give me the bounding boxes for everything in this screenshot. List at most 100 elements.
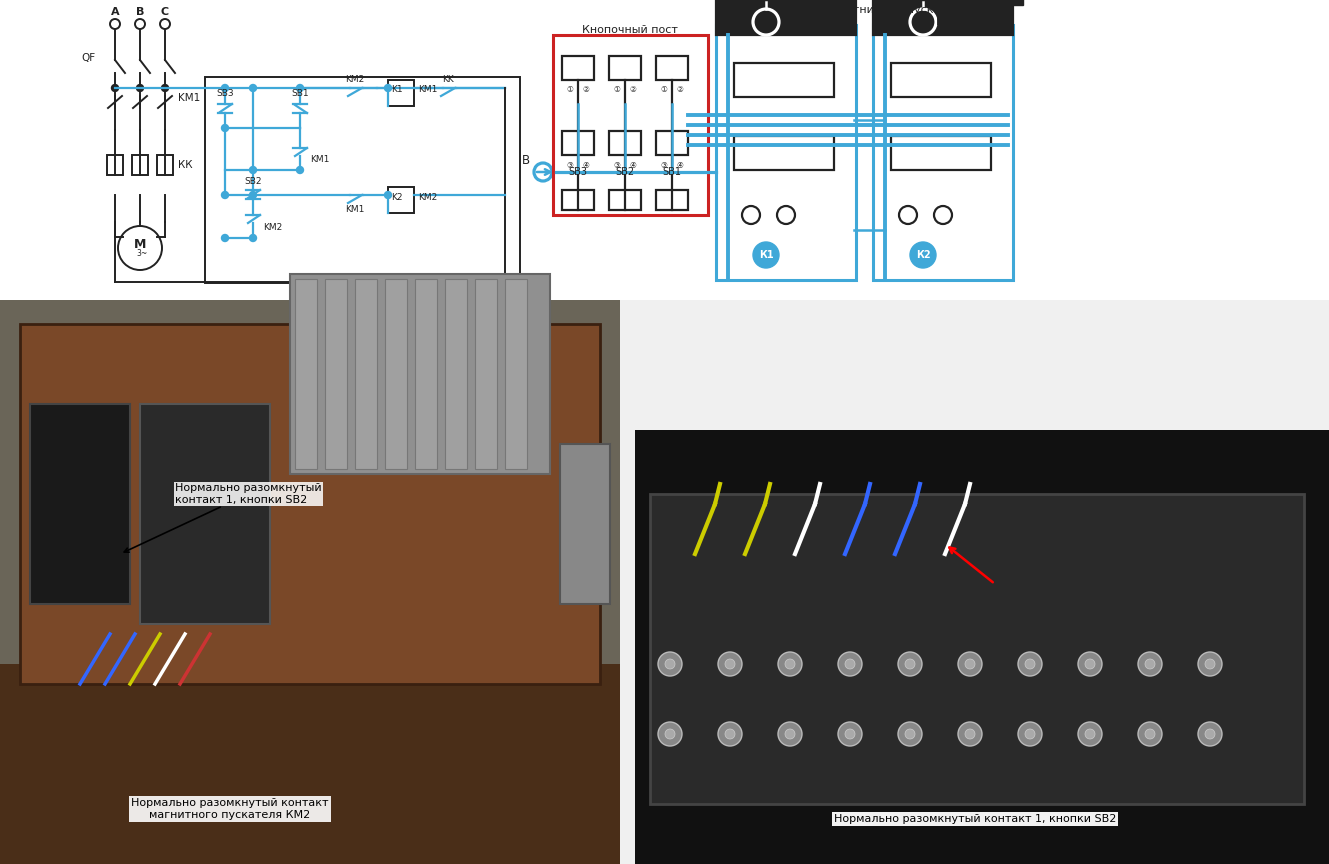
Text: КМ1: КМ1 bbox=[793, 17, 819, 27]
Circle shape bbox=[839, 652, 863, 676]
Circle shape bbox=[222, 192, 229, 199]
Circle shape bbox=[137, 85, 144, 92]
Text: SB1: SB1 bbox=[291, 88, 308, 98]
Text: ②: ② bbox=[582, 86, 590, 94]
Circle shape bbox=[222, 124, 229, 131]
Text: KM2: KM2 bbox=[263, 224, 282, 232]
Circle shape bbox=[777, 652, 801, 676]
Text: K2: K2 bbox=[391, 193, 403, 201]
Circle shape bbox=[1078, 652, 1102, 676]
Circle shape bbox=[384, 192, 392, 199]
Bar bbox=[108, 155, 124, 175]
Text: ③: ③ bbox=[614, 161, 621, 169]
Text: A: A bbox=[110, 7, 120, 17]
Circle shape bbox=[250, 85, 256, 92]
Bar bbox=[474, 279, 497, 469]
Circle shape bbox=[910, 242, 936, 268]
Circle shape bbox=[222, 234, 229, 242]
Text: KM2: KM2 bbox=[346, 74, 364, 84]
Text: KM1: KM1 bbox=[178, 93, 201, 103]
Bar bbox=[140, 404, 270, 624]
Bar bbox=[562, 190, 594, 210]
Bar bbox=[505, 279, 528, 469]
Circle shape bbox=[384, 85, 392, 92]
Text: C: C bbox=[161, 7, 169, 17]
Circle shape bbox=[718, 722, 742, 746]
Bar bbox=[734, 63, 835, 97]
Text: Нормально разомкнутый контакт
магнитного пускателя КМ2: Нормально разомкнутый контакт магнитного… bbox=[132, 798, 328, 820]
Text: QF: QF bbox=[81, 53, 96, 63]
Circle shape bbox=[718, 652, 742, 676]
Text: Магнитные пускатели: Магнитные пускатели bbox=[837, 5, 969, 15]
Bar bbox=[132, 155, 148, 175]
Circle shape bbox=[839, 722, 863, 746]
Bar bbox=[650, 494, 1304, 804]
Bar bbox=[562, 131, 594, 155]
Circle shape bbox=[112, 85, 118, 92]
Text: K1: K1 bbox=[391, 86, 403, 94]
Text: ①: ① bbox=[566, 86, 573, 94]
Circle shape bbox=[1138, 722, 1162, 746]
Text: Нормально разомкнутый
контакт 1, кнопки SB2: Нормально разомкнутый контакт 1, кнопки … bbox=[124, 483, 322, 552]
Bar bbox=[890, 63, 991, 97]
Circle shape bbox=[958, 652, 982, 676]
Bar bbox=[609, 190, 641, 210]
Bar bbox=[20, 324, 599, 684]
Circle shape bbox=[664, 659, 675, 669]
Bar bbox=[562, 56, 594, 80]
Circle shape bbox=[965, 729, 975, 739]
Bar bbox=[388, 187, 415, 213]
Bar bbox=[657, 131, 688, 155]
Text: ③: ③ bbox=[661, 161, 667, 169]
Bar bbox=[0, 300, 621, 864]
Circle shape bbox=[222, 85, 229, 92]
Bar bbox=[560, 444, 610, 604]
Bar bbox=[609, 56, 641, 80]
Text: ①: ① bbox=[661, 86, 667, 94]
Bar bbox=[716, 0, 856, 35]
Circle shape bbox=[1025, 659, 1035, 669]
Circle shape bbox=[1146, 729, 1155, 739]
Circle shape bbox=[898, 722, 922, 746]
Bar bbox=[609, 131, 641, 155]
Text: КМ2: КМ2 bbox=[936, 17, 961, 27]
Bar bbox=[326, 279, 347, 469]
Circle shape bbox=[1146, 659, 1155, 669]
Text: ③: ③ bbox=[566, 161, 573, 169]
Text: M: M bbox=[134, 238, 146, 251]
Text: К2: К2 bbox=[916, 250, 930, 260]
Circle shape bbox=[664, 729, 675, 739]
Circle shape bbox=[1205, 729, 1215, 739]
Text: ④: ④ bbox=[676, 161, 683, 169]
Circle shape bbox=[965, 659, 975, 669]
Circle shape bbox=[777, 722, 801, 746]
Text: KK: KK bbox=[443, 74, 455, 84]
Circle shape bbox=[658, 652, 682, 676]
Circle shape bbox=[1197, 722, 1221, 746]
Text: KM1: KM1 bbox=[346, 206, 364, 214]
Circle shape bbox=[958, 722, 982, 746]
Bar bbox=[295, 279, 318, 469]
Text: Нормально разомкнутый контакт 1, кнопки SB2: Нормально разомкнутый контакт 1, кнопки … bbox=[833, 814, 1116, 824]
Bar bbox=[553, 35, 708, 215]
Text: ②: ② bbox=[676, 86, 683, 94]
Text: KM1: KM1 bbox=[310, 156, 330, 164]
Circle shape bbox=[726, 729, 735, 739]
Text: SB2: SB2 bbox=[245, 177, 262, 187]
Text: ②: ② bbox=[630, 86, 637, 94]
Bar bbox=[31, 404, 130, 604]
Bar bbox=[635, 430, 1329, 864]
Text: B: B bbox=[136, 7, 144, 17]
Bar bbox=[355, 279, 377, 469]
Circle shape bbox=[1084, 729, 1095, 739]
Circle shape bbox=[845, 659, 855, 669]
Bar bbox=[290, 274, 550, 474]
Bar bbox=[890, 136, 991, 170]
Circle shape bbox=[296, 167, 303, 174]
Bar bbox=[734, 136, 835, 170]
Circle shape bbox=[898, 652, 922, 676]
Text: КК: КК bbox=[178, 160, 193, 170]
Text: SB2: SB2 bbox=[615, 167, 634, 177]
Circle shape bbox=[658, 722, 682, 746]
Circle shape bbox=[785, 729, 795, 739]
